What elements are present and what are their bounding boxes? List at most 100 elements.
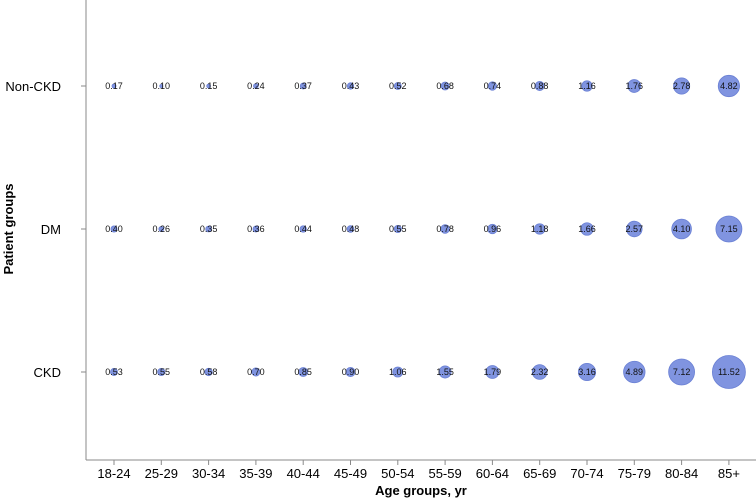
bubble [110,368,118,376]
bubble-label: 0.96 [484,224,502,234]
x-tick-label: 45-49 [334,466,367,481]
bubble-label: 0.52 [389,81,407,91]
bubble [581,80,593,92]
bubble-label: 1.79 [484,367,502,377]
bubble-label: 0.53 [105,367,123,377]
bubble-label: 1.06 [389,367,407,377]
bubble [577,362,597,382]
x-tick-label: 18-24 [97,466,130,481]
x-axis-title: Age groups, yr [375,483,467,498]
bubble-label: 0.90 [342,367,360,377]
bubble [673,77,691,95]
bubble [627,79,642,93]
bubble-label: 0.15 [200,81,218,91]
bubble [438,365,452,379]
bubble-label: 1.66 [578,224,596,234]
bubble [158,226,165,232]
bubble [534,81,545,91]
bubble [623,360,646,384]
bubble-label: 0.68 [436,81,454,91]
bubble [345,366,356,378]
bubble [531,364,548,380]
bubble [205,225,212,233]
bubble [715,215,743,243]
x-tick-label: 65-69 [523,466,556,481]
bubble [204,367,213,377]
bubble-label: 2.57 [626,224,644,234]
bubble-label: 0.40 [105,224,123,234]
bubble-label: 7.15 [720,224,738,234]
bubble-label: 4.82 [720,81,738,91]
bubble [110,225,118,233]
bubble [393,224,402,234]
bubble [440,81,450,91]
y-tick-label: CKD [34,365,61,380]
bubble [157,367,166,377]
bubble-label: 0.88 [531,81,549,91]
bubble-label: 0.37 [294,81,312,91]
bubble-label: 0.55 [153,367,171,377]
bubble-label: 0.48 [342,224,360,234]
bubble [159,84,164,88]
x-tick-label: 60-64 [476,466,509,481]
bubble-label: 2.32 [531,367,549,377]
bubble-label: 0.36 [247,224,265,234]
bubble-label: 0.24 [247,81,265,91]
bubble-label: 1.16 [578,81,596,91]
bubble-label: 0.58 [200,367,218,377]
bubble-label: 0.26 [153,224,171,234]
bubble-label: 1.55 [436,367,454,377]
x-tick-label: 50-54 [381,466,414,481]
y-tick-label: DM [41,222,61,237]
bubble [580,222,594,236]
bubble-label: 0.35 [200,224,218,234]
bubble [485,365,500,379]
bubble-label: 4.10 [673,224,691,234]
bubble-label: 1.18 [531,224,549,234]
bubble-label: 0.10 [153,81,171,91]
bubble [252,225,260,233]
bubble [668,358,695,386]
bubble-label: 0.78 [436,224,454,234]
bubble [671,218,692,240]
bubble-label: 7.12 [673,367,691,377]
bubble-label: 4.89 [626,367,644,377]
bubble [712,355,746,389]
bubble [440,224,450,234]
x-tick-label: 55-59 [428,466,461,481]
y-tick-label: Non-CKD [5,79,61,94]
bubble [251,367,261,377]
bubble [298,367,309,377]
bubble [626,220,643,238]
bubble-label: 0.85 [294,367,312,377]
bubble [253,83,259,89]
bubble-label: 1.76 [626,81,644,91]
bubble-label: 0.44 [294,224,312,234]
x-tick-label: 75-79 [618,466,651,481]
bubble [393,82,402,90]
y-axis-title: Patient groups [1,183,16,274]
bubble [346,225,355,233]
bubble-label: 0.17 [105,81,123,91]
bubble [487,81,497,91]
bubble [534,223,546,235]
bubble [299,225,307,233]
bubble [346,82,355,90]
bubble-label: 0.43 [342,81,360,91]
bubble-label: 0.74 [484,81,502,91]
bubble [111,83,117,89]
bubble-label: 3.16 [578,367,596,377]
bubble [392,366,404,378]
x-tick-label: 30-34 [192,466,225,481]
bubble-label: 0.70 [247,367,265,377]
x-tick-label: 35-39 [239,466,272,481]
x-tick-label: 80-84 [665,466,698,481]
bubble [717,74,740,98]
bubble-label: 11.52 [718,367,740,377]
bubble-label: 0.55 [389,224,407,234]
x-tick-label: 25-29 [145,466,178,481]
bubble [206,83,211,89]
x-tick-label: 40-44 [287,466,320,481]
bubble-label: 2.78 [673,81,691,91]
